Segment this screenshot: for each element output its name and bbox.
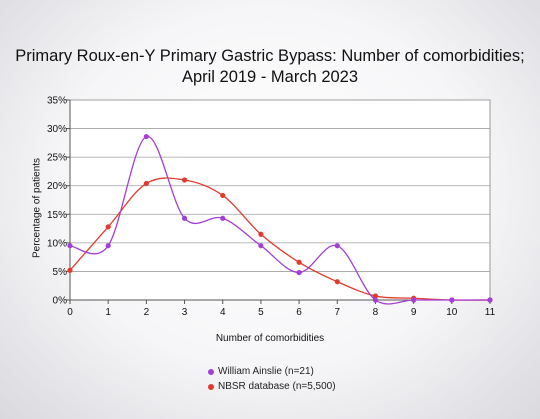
y-tick-label: 10% bbox=[47, 238, 67, 249]
data-point-series-2 bbox=[143, 180, 149, 187]
y-tick-label: 20% bbox=[47, 181, 67, 192]
x-tick-label: 6 bbox=[296, 307, 302, 318]
data-point-series-1 bbox=[67, 243, 73, 249]
data-point-series-2 bbox=[220, 192, 226, 199]
data-point-series-1 bbox=[372, 297, 379, 303]
data-point-series-1 bbox=[105, 243, 111, 249]
series-line-2 bbox=[69, 177, 491, 301]
data-point-series-2 bbox=[258, 231, 264, 237]
data-point-series-2 bbox=[296, 259, 302, 265]
x-tick-label: 10 bbox=[446, 307, 458, 318]
data-point-series-1 bbox=[258, 243, 264, 249]
x-tick-label: 7 bbox=[334, 307, 340, 318]
legend-label-series-1: William Ainslie (n=21) bbox=[218, 366, 314, 377]
x-tick-label: 8 bbox=[373, 307, 379, 318]
data-point-series-2 bbox=[372, 293, 379, 299]
chart-title: Primary Roux-en-Y Primary Gastric Bypass… bbox=[0, 46, 540, 88]
x-tick-label: 9 bbox=[411, 307, 417, 318]
y-tick-label: 30% bbox=[47, 124, 67, 135]
data-point-series-1 bbox=[334, 243, 340, 249]
data-point-series-2 bbox=[334, 279, 340, 285]
grid-lines bbox=[69, 99, 491, 301]
legend-swatch-series-1 bbox=[208, 368, 214, 375]
data-point-series-1 bbox=[220, 215, 226, 221]
data-point-series-1 bbox=[449, 297, 455, 303]
y-tick-label: 5% bbox=[53, 267, 68, 278]
y-axis-label: Percentage of patients bbox=[31, 157, 43, 259]
tick-labels: 0% 5% 10% 15% 20% 25% 30% 35% 0 1 2 3 4 5 6 7 8 9 10 11 bbox=[47, 96, 496, 319]
data-point-series-2 bbox=[67, 267, 73, 273]
chart-title-line-2: April 2019 - March 2023 bbox=[181, 68, 359, 86]
data-point-series-1 bbox=[181, 215, 188, 221]
chart-title-line-1: Primary Roux-en-Y Primary Gastric Bypass… bbox=[15, 47, 525, 65]
x-tick-label: 4 bbox=[220, 307, 226, 318]
plot-area bbox=[69, 99, 491, 301]
legend-item-series-1: William Ainslie (n=21) bbox=[208, 364, 336, 379]
data-point-series-1 bbox=[143, 133, 149, 140]
data-point-series-1 bbox=[487, 297, 493, 303]
y-tick-label: 15% bbox=[47, 210, 67, 221]
data-point-series-1 bbox=[296, 269, 302, 276]
x-tick-label: 2 bbox=[144, 307, 150, 318]
legend-item-series-2: NBSR database (n=5,500) bbox=[208, 379, 336, 394]
data-point-series-2 bbox=[105, 224, 111, 230]
data-point-series-2 bbox=[181, 177, 188, 183]
x-tick-label: 0 bbox=[67, 307, 73, 318]
legend-label-series-2: NBSR database (n=5,500) bbox=[218, 381, 336, 392]
x-tick-label: 1 bbox=[105, 307, 111, 318]
y-tick-label: 0% bbox=[53, 296, 68, 307]
y-tick-label: 25% bbox=[47, 153, 67, 164]
x-tick-label: 3 bbox=[182, 307, 188, 318]
x-tick-label: 11 bbox=[485, 307, 496, 318]
legend: William Ainslie (n=21) NBSR database (n=… bbox=[208, 364, 336, 394]
y-tick-label: 35% bbox=[47, 96, 67, 107]
x-tick-label: 5 bbox=[258, 307, 264, 318]
series bbox=[67, 133, 493, 305]
x-axis-label: Number of comorbidities bbox=[215, 333, 325, 344]
data-point-series-1 bbox=[411, 297, 417, 303]
legend-swatch-series-2 bbox=[208, 383, 214, 390]
